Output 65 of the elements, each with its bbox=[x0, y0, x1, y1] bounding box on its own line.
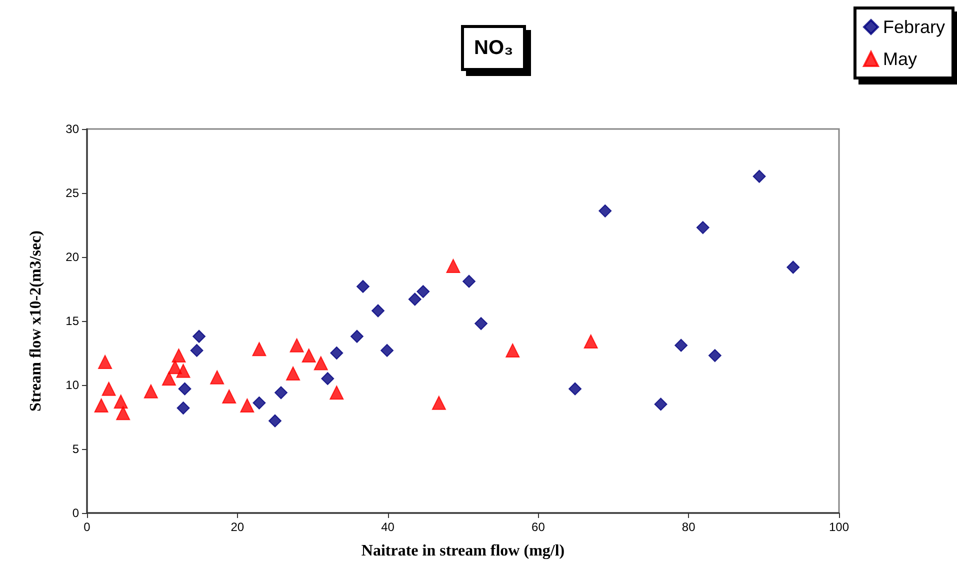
point bbox=[752, 170, 766, 183]
x-tick-label: 80 bbox=[682, 520, 696, 534]
point bbox=[432, 396, 446, 410]
point bbox=[94, 398, 108, 412]
point bbox=[302, 348, 316, 363]
point bbox=[178, 382, 192, 396]
point bbox=[372, 304, 385, 318]
y-tick-label: 25 bbox=[66, 186, 80, 200]
x-tick-label: 60 bbox=[532, 520, 546, 534]
point bbox=[330, 386, 344, 400]
point bbox=[102, 382, 116, 396]
point bbox=[172, 348, 186, 363]
point bbox=[584, 334, 598, 348]
point bbox=[506, 343, 520, 358]
point bbox=[474, 317, 488, 330]
point bbox=[144, 384, 158, 398]
point bbox=[190, 344, 204, 357]
y-tick-label: 10 bbox=[66, 378, 80, 392]
point bbox=[568, 382, 582, 396]
x-axis-title: Naitrate in stream flow (mg/l) bbox=[361, 542, 565, 560]
point bbox=[708, 349, 722, 362]
point bbox=[598, 204, 612, 218]
y-tick-label: 30 bbox=[66, 122, 80, 136]
point bbox=[114, 394, 128, 409]
point bbox=[674, 338, 688, 352]
legend-label: May bbox=[882, 49, 917, 69]
point bbox=[286, 366, 300, 380]
point bbox=[290, 338, 304, 352]
point bbox=[380, 344, 394, 357]
point bbox=[274, 386, 288, 400]
point bbox=[321, 372, 334, 386]
y-tick-label: 20 bbox=[66, 250, 80, 264]
y-tick-label: 15 bbox=[66, 314, 80, 328]
y-axis-title: Stream flow x10-2(m3/sec) bbox=[28, 230, 44, 412]
point bbox=[98, 354, 112, 369]
point bbox=[176, 364, 190, 378]
point bbox=[176, 402, 190, 415]
point bbox=[252, 342, 266, 356]
point bbox=[116, 406, 130, 420]
point bbox=[408, 292, 422, 306]
point bbox=[162, 372, 176, 386]
point bbox=[330, 346, 344, 360]
point bbox=[462, 274, 476, 288]
point bbox=[696, 221, 710, 234]
point bbox=[268, 414, 282, 428]
x-tick-label: 40 bbox=[381, 520, 395, 534]
point bbox=[192, 330, 206, 343]
x-tick-label: 0 bbox=[84, 520, 91, 534]
x-tick-label: 100 bbox=[828, 520, 850, 534]
point bbox=[240, 398, 254, 412]
point bbox=[416, 285, 430, 298]
point bbox=[210, 370, 224, 384]
legend-label: Febrary bbox=[882, 17, 945, 37]
point bbox=[222, 390, 236, 404]
point bbox=[356, 280, 370, 293]
point bbox=[252, 396, 266, 410]
y-tick-label: 5 bbox=[72, 442, 80, 456]
x-tick-label: 20 bbox=[230, 520, 244, 534]
point bbox=[350, 330, 364, 343]
point bbox=[314, 356, 328, 370]
point bbox=[446, 258, 460, 273]
point bbox=[654, 398, 668, 411]
point bbox=[786, 260, 800, 274]
y-tick-label: 0 bbox=[72, 506, 80, 520]
chart-title: NO₃ bbox=[474, 37, 514, 59]
